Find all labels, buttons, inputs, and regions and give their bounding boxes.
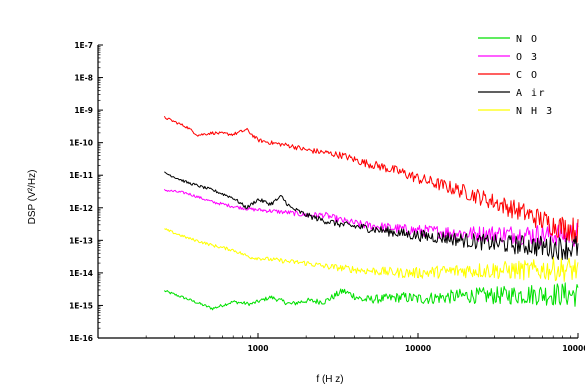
legend-label: C O — [516, 70, 539, 81]
series-line-4 — [164, 171, 579, 261]
series-layer — [163, 115, 579, 311]
y-tick-label: 1E-14 — [69, 269, 93, 278]
legend: N O O 3 C O A ir N H 3 — [478, 34, 554, 117]
legend-label: N H 3 — [516, 106, 554, 117]
y-tick-label: 1E-7 — [74, 41, 93, 50]
series-line-3 — [163, 115, 579, 243]
y-tick-label: 1E-13 — [69, 236, 93, 245]
y-tick-label: 1E-9 — [74, 106, 93, 115]
y-tick-label: 1E-10 — [69, 139, 93, 148]
y-tick-label: 1E-16 — [69, 334, 93, 343]
legend-label: A ir — [516, 88, 546, 99]
series-line-1 — [164, 282, 579, 311]
x-tick-label: 10000 — [405, 344, 431, 353]
x-tick-label: 1000 — [248, 344, 269, 353]
axes-layer — [97, 45, 578, 339]
legend-label: O 3 — [516, 52, 539, 63]
legend-label: N O — [516, 34, 539, 45]
y-tick-label: 1E-15 — [69, 301, 93, 310]
y-tick-label: 1E-12 — [69, 204, 93, 213]
x-tick-label: 100000 — [562, 344, 585, 353]
series-line-2 — [163, 188, 579, 247]
series-line-5 — [164, 228, 579, 282]
y-axis-label: DSP (V²/Hz) — [27, 170, 38, 225]
x-axis-label: f (H z) — [316, 374, 343, 385]
ticks-layer: 1E-7 1E-8 1E-9 1E-10 1E-11 1E-12 1E-13 1E-14 1E-… — [69, 41, 585, 353]
y-tick-label: 1E-8 — [74, 74, 93, 83]
y-tick-label: 1E-11 — [69, 171, 93, 180]
